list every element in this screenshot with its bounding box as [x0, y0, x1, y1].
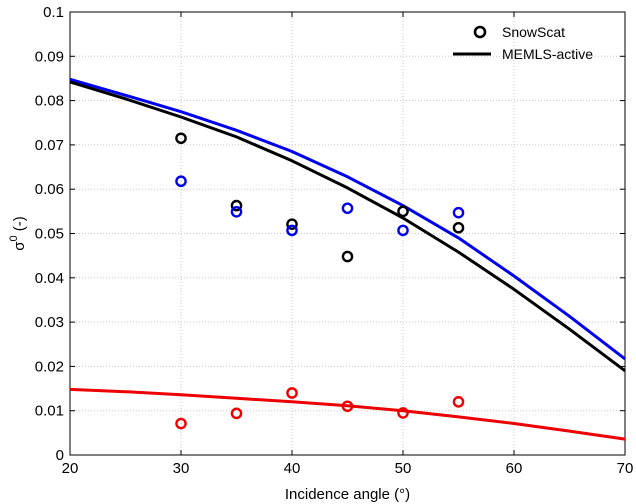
y-tick-label: 0.06 — [35, 181, 64, 198]
y-tick-label: 0.03 — [35, 314, 64, 331]
data-point — [397, 205, 409, 218]
x-tick-label: 20 — [62, 460, 79, 477]
y-tick-label: 0.01 — [35, 403, 64, 420]
x-tick-label: 70 — [617, 460, 634, 477]
data-point — [175, 175, 187, 188]
y-axis-label-symbol: σ — [11, 241, 28, 251]
x-axis-label: Incidence angle (°) — [285, 486, 410, 503]
y-tick-label: 0.07 — [35, 137, 64, 154]
data-point — [341, 250, 354, 263]
measurement-markers — [175, 132, 465, 430]
data-point — [452, 396, 465, 408]
data-point — [286, 224, 298, 237]
legend-label-snowscat: SnowScat — [502, 24, 565, 40]
data-point — [175, 132, 187, 145]
axis-ticks — [69, 11, 626, 456]
y-tick-label: 0.02 — [35, 358, 64, 375]
data-point — [230, 205, 243, 218]
x-tick-label: 40 — [284, 460, 301, 477]
data-point — [452, 221, 465, 234]
y-tick-label: 0.08 — [35, 93, 64, 110]
model-curve — [69, 387, 626, 441]
legend: SnowScat MEMLS-active — [453, 24, 593, 62]
y-tick-labels: 0 0.01 0.02 0.03 0.04 0.05 0.06 0.07 0.08 0.09 0.1 — [35, 4, 64, 464]
data-point — [230, 407, 243, 420]
data-point — [341, 400, 354, 413]
data-point — [286, 387, 298, 399]
x-tick-label: 50 — [395, 460, 412, 477]
y-axis-label-unit: (-) — [11, 216, 28, 235]
x-tick-label: 60 — [506, 460, 523, 477]
data-point — [286, 218, 298, 230]
y-tick-label: 0 — [56, 447, 64, 464]
model-curve — [69, 80, 626, 373]
y-tick-label: 0.05 — [35, 226, 64, 243]
y-tick-label: 0.1 — [43, 4, 64, 21]
data-point — [397, 224, 409, 237]
x-tick-label: 30 — [173, 460, 190, 477]
y-tick-label: 0.04 — [35, 270, 64, 287]
model-curves — [69, 77, 626, 441]
data-point — [175, 417, 187, 430]
legend-marker-snowscat — [473, 25, 487, 39]
data-point — [397, 407, 409, 419]
y-tick-label: 0.09 — [35, 48, 64, 65]
legend-label-memls: MEMLS-active — [502, 46, 593, 62]
data-point — [341, 202, 354, 215]
y-axis-label: σ0 (-) — [8, 216, 28, 251]
model-curve — [69, 77, 626, 361]
y-axis-label-superscript: 0 — [8, 235, 20, 241]
grid — [69, 11, 626, 456]
data-point — [452, 206, 465, 219]
data-point — [230, 199, 243, 212]
x-tick-labels: 20 30 40 50 60 70 — [62, 460, 634, 477]
